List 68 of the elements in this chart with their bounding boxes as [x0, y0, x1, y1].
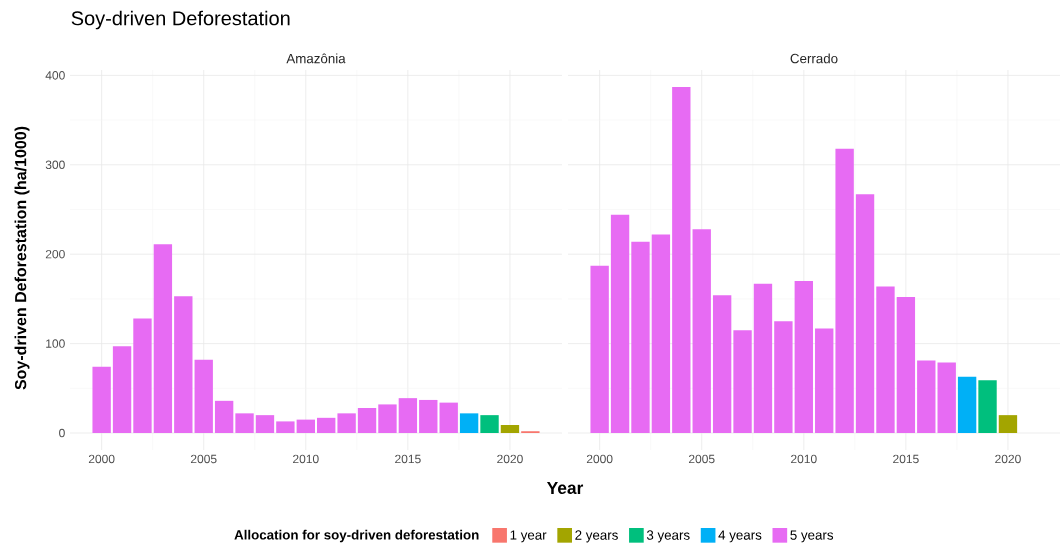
bar	[153, 244, 173, 434]
bar	[398, 398, 418, 434]
bar	[133, 318, 152, 434]
x-axis-title: Year	[546, 481, 584, 495]
bar	[672, 86, 691, 434]
bar	[917, 360, 936, 434]
x-tick-label: 2015	[395, 454, 421, 464]
legend-label: 1 year	[510, 530, 547, 543]
bar	[855, 194, 875, 434]
y-tick-label: 100	[46, 339, 65, 348]
x-tick-label: 2020	[995, 454, 1021, 464]
bar	[419, 399, 438, 434]
bar	[459, 413, 479, 434]
bar	[978, 380, 997, 434]
y-tick-label: 400	[45, 71, 65, 80]
bar	[500, 424, 520, 434]
bar	[896, 297, 916, 434]
bar	[255, 415, 275, 434]
bar	[794, 281, 813, 434]
bar	[174, 296, 193, 434]
x-tick-label: 2005	[190, 454, 217, 464]
bar	[296, 419, 315, 434]
legend-label: 5 years	[790, 530, 834, 543]
x-tick-label: 2000	[586, 454, 613, 464]
bar	[357, 407, 377, 434]
bar	[214, 400, 234, 434]
bar	[610, 214, 630, 434]
y-tick-label: 0	[59, 428, 65, 438]
bar	[439, 402, 458, 434]
bar	[112, 346, 132, 434]
bar	[480, 415, 499, 434]
x-tick-label: 2000	[88, 454, 115, 464]
y-tick-label: 200	[45, 249, 65, 259]
bar	[378, 404, 397, 434]
x-tick-label: 2015	[893, 454, 919, 464]
bar	[235, 413, 254, 434]
bar	[753, 283, 773, 434]
bar	[712, 295, 732, 434]
chart-subtitle: Cerrado	[790, 53, 838, 64]
bar	[651, 234, 671, 434]
bar	[937, 362, 956, 434]
bar	[276, 421, 295, 434]
legend-label: 2 years	[575, 530, 618, 543]
y-tick-label: 300	[45, 160, 65, 170]
bar	[998, 415, 1018, 434]
bar	[774, 321, 793, 434]
x-tick-label: 2010	[293, 454, 319, 464]
bar	[92, 366, 111, 434]
x-tick-label: 2005	[688, 454, 715, 464]
bar	[317, 417, 336, 434]
x-tick-label: 2010	[791, 454, 817, 464]
bar	[631, 241, 650, 434]
legend-label: 3 years	[646, 530, 690, 543]
bar	[733, 330, 752, 434]
y-axis-title: Soy-driven Deforestation (ha/1000)	[14, 126, 30, 390]
legend-label: 4 years	[718, 530, 762, 543]
bar	[876, 286, 895, 434]
bar	[957, 376, 977, 434]
bar	[337, 413, 356, 434]
bar	[815, 328, 834, 434]
legend-title: Allocation for soy-driven deforestation	[234, 529, 479, 543]
bar	[194, 359, 213, 434]
bar	[692, 229, 711, 434]
bar	[835, 148, 854, 434]
x-tick-label: 2020	[497, 454, 523, 464]
chart-subtitle: Amazônia	[286, 53, 346, 64]
bar	[590, 265, 609, 434]
chart-title: Soy-driven Deforestation	[71, 10, 290, 30]
